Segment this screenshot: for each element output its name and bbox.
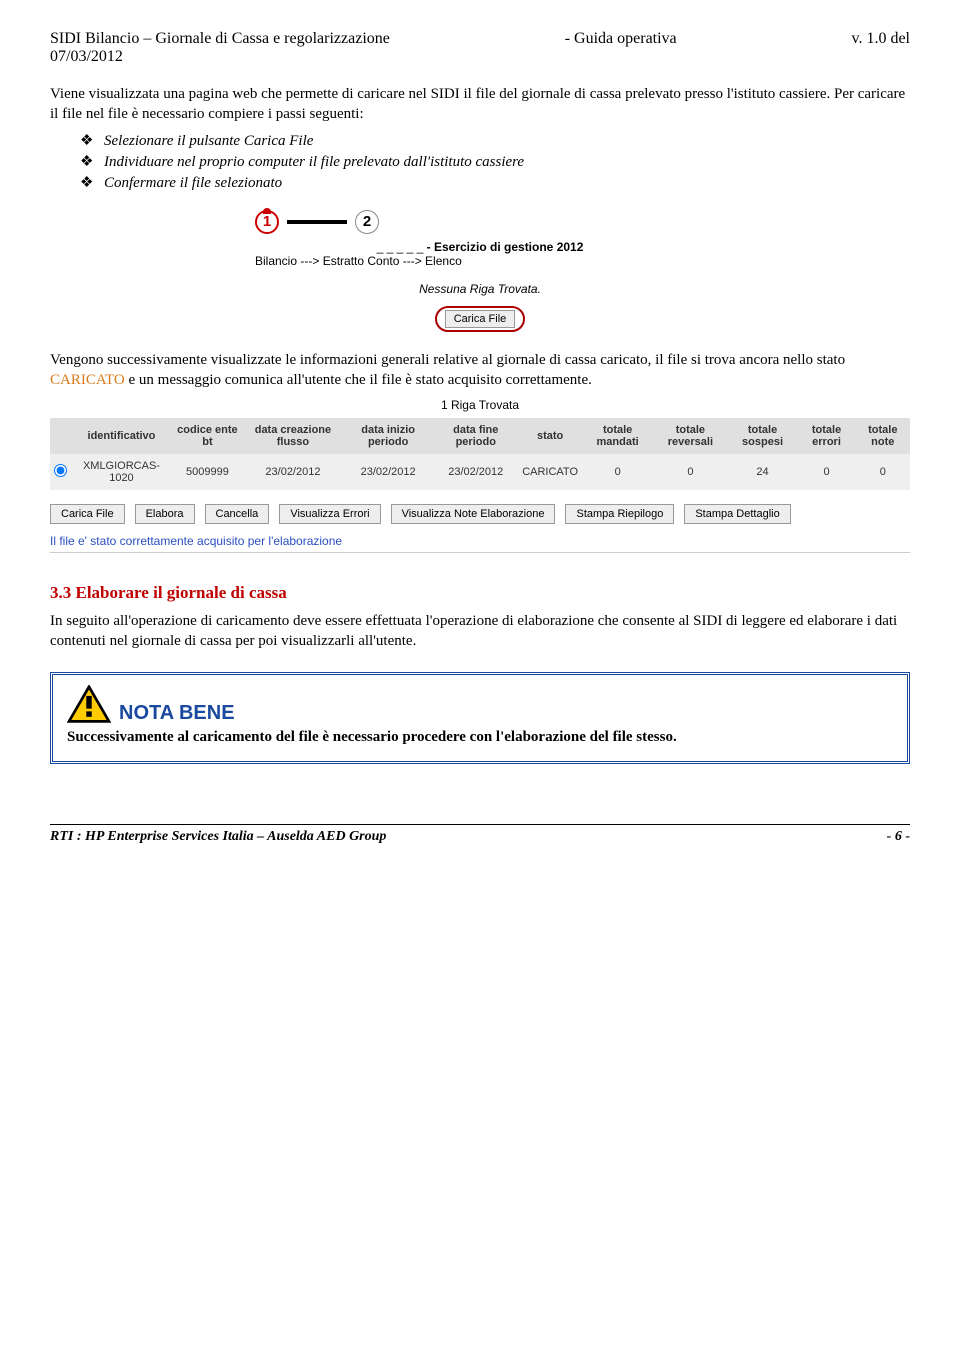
cell-tot-sospesi: 24	[728, 454, 798, 490]
mid-paragraph: Vengono successivamente visualizzate le …	[50, 350, 910, 391]
stampa-dettaglio-button[interactable]: Stampa Dettaglio	[684, 504, 790, 524]
screenshot-upload-panel: 1 2 _ _ _ _ _ - Esercizio di gestione 20…	[255, 210, 705, 332]
col-data-fine: data fine periodo	[433, 418, 518, 454]
col-tot-errori: totale errori	[798, 418, 856, 454]
row-radio[interactable]	[54, 464, 67, 477]
section-heading: 3.3 Elaborare il giornale di cassa	[50, 583, 910, 603]
cell-tot-mandati: 0	[582, 454, 653, 490]
status-caricato: CARICATO	[50, 372, 125, 388]
visualizza-errori-button[interactable]: Visualizza Errori	[279, 504, 380, 524]
footer-left: RTI : HP Enterprise Services Italia – Au…	[50, 829, 386, 845]
col-tot-mandati: totale mandati	[582, 418, 653, 454]
status-message: Il file e' stato correttamente acquisito…	[50, 534, 910, 548]
col-tot-reversali: totale reversali	[653, 418, 727, 454]
bullet-item: Individuare nel proprio computer il file…	[80, 152, 910, 173]
section-text: In seguito all'operazione di caricamento…	[50, 611, 910, 652]
screenshot-results-grid: 1 Riga Trovata identificativo codice ent…	[50, 398, 910, 553]
cell-stato: CARICATO	[518, 454, 582, 490]
col-identificativo: identificativo	[71, 418, 172, 454]
mid-text-1: Vengono successivamente visualizzate le …	[50, 352, 845, 368]
ss1-suffix: - Esercizio di gestione 2012	[427, 240, 584, 254]
step-1-icon: 1	[255, 210, 279, 234]
step-indicator: 1 2	[255, 210, 705, 234]
step-2-icon: 2	[355, 210, 379, 234]
nota-bene-title: NOTA BENE	[119, 702, 235, 725]
col-codice-ente: codice ente bt	[172, 418, 243, 454]
header-center: - Guida operativa	[565, 30, 677, 48]
col-tot-sospesi: totale sospesi	[728, 418, 798, 454]
header-right: v. 1.0 del	[851, 30, 910, 48]
col-data-creazione: data creazione flusso	[243, 418, 343, 454]
stampa-riepilogo-button[interactable]: Stampa Riepilogo	[565, 504, 674, 524]
rows-found-caption: 1 Riga Trovata	[50, 398, 910, 412]
carica-file-button[interactable]: Carica File	[50, 504, 125, 524]
ss1-prefix: _ _ _ _ _	[377, 240, 424, 254]
col-data-inizio: data inizio periodo	[343, 418, 433, 454]
cell-tot-note: 0	[856, 454, 910, 490]
bullet-item: Selezionare il pulsante Carica File	[80, 131, 910, 152]
col-radio	[50, 418, 71, 454]
row-select-cell	[50, 454, 71, 490]
nota-bene-box: NOTA BENE Successivamente al caricamento…	[50, 672, 910, 764]
table-row: XMLGIORCAS-1020 5009999 23/02/2012 23/02…	[50, 454, 910, 490]
section-title: Elaborare il giornale di cassa	[76, 583, 287, 602]
mid-text-2: e un messaggio comunica all'utente che i…	[125, 372, 592, 388]
intro-paragraph: Viene visualizzata una pagina web che pe…	[50, 84, 910, 125]
grid-toolbar: Carica File Elabora Cancella Visualizza …	[50, 504, 910, 524]
page-footer: RTI : HP Enterprise Services Italia – Au…	[50, 824, 910, 845]
header-date: 07/03/2012	[50, 48, 910, 66]
cell-tot-errori: 0	[798, 454, 856, 490]
elabora-button[interactable]: Elabora	[135, 504, 195, 524]
cell-codice-ente: 5009999	[172, 454, 243, 490]
ss1-no-rows-message: Nessuna Riga Trovata.	[255, 282, 705, 296]
ss1-title-line: _ _ _ _ _ - Esercizio di gestione 2012	[255, 240, 705, 254]
results-table: identificativo codice ente bt data creaz…	[50, 418, 910, 490]
col-tot-note: totale note	[856, 418, 910, 454]
step-connector	[287, 220, 347, 224]
footer-page-number: - 6 -	[887, 829, 910, 845]
visualizza-note-button[interactable]: Visualizza Note Elaborazione	[391, 504, 556, 524]
cell-identificativo: XMLGIORCAS-1020	[71, 454, 172, 490]
warning-icon	[67, 685, 111, 725]
nota-bene-text: Successivamente al caricamento del file …	[67, 727, 893, 747]
steps-bullet-list: Selezionare il pulsante Carica File Indi…	[80, 131, 910, 194]
cell-data-inizio: 23/02/2012	[343, 454, 433, 490]
carica-file-button[interactable]: Carica File	[445, 310, 516, 328]
cell-tot-reversali: 0	[653, 454, 727, 490]
doc-header: SIDI Bilancio – Giornale di Cassa e rego…	[50, 30, 910, 48]
table-header-row: identificativo codice ente bt data creaz…	[50, 418, 910, 454]
ss1-button-highlight: Carica File	[435, 306, 526, 332]
header-left: SIDI Bilancio – Giornale di Cassa e rego…	[50, 30, 390, 48]
section-number: 3.3	[50, 583, 71, 602]
cell-data-fine: 23/02/2012	[433, 454, 518, 490]
bullet-item: Confermare il file selezionato	[80, 173, 910, 194]
col-stato: stato	[518, 418, 582, 454]
cell-data-creazione: 23/02/2012	[243, 454, 343, 490]
cancella-button[interactable]: Cancella	[205, 504, 270, 524]
ss1-breadcrumb: Bilancio ---> Estratto Conto ---> Elenco	[255, 254, 705, 268]
